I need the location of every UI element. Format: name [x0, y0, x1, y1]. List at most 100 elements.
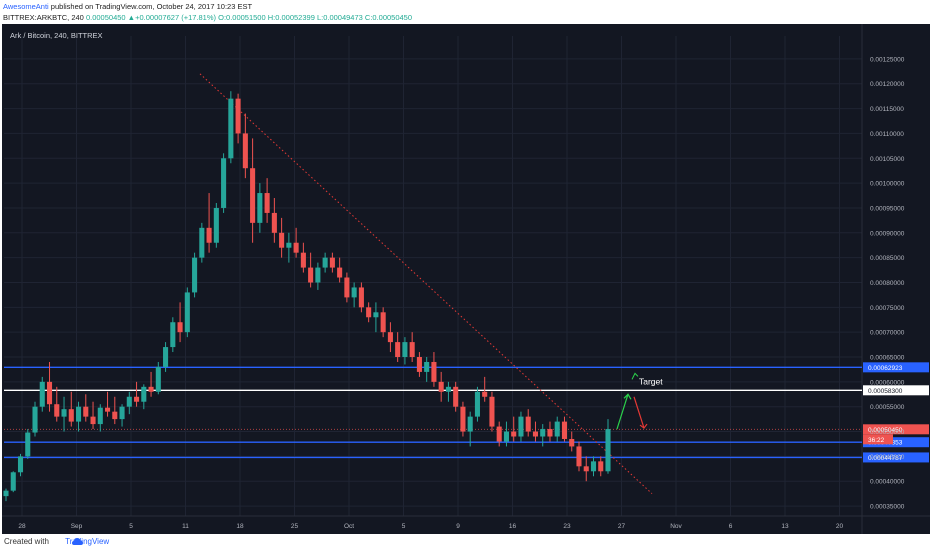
x-tick-label: 6: [729, 523, 733, 530]
candle-body: [300, 252, 306, 268]
candle-body: [39, 381, 45, 407]
candle-body: [337, 267, 343, 278]
candle-body: [141, 386, 147, 402]
candle-body: [235, 98, 241, 134]
candle-body: [547, 429, 553, 437]
small-up-arrow: [631, 372, 639, 380]
x-tick-label: 20: [836, 523, 844, 530]
candle-body: [329, 257, 335, 268]
footer: Created with TradingView: [0, 534, 932, 550]
candle-body: [395, 342, 401, 358]
candle-body: [576, 446, 582, 467]
y-tick-label: 0.00080000: [870, 280, 905, 287]
candle-body: [155, 366, 161, 392]
x-tick-label: 9: [456, 523, 460, 530]
candle-body: [25, 432, 31, 457]
candle-body: [148, 386, 154, 392]
candle-body: [322, 257, 328, 268]
y-tick-label: 0.00055000: [870, 404, 905, 411]
candle-body: [17, 456, 24, 473]
candle-body: [554, 421, 560, 437]
candle-body: [511, 431, 517, 437]
author-link[interactable]: AwesomeAnti: [3, 2, 49, 11]
y-tick-label: 0.00125000: [870, 56, 905, 63]
candle-body: [474, 391, 480, 417]
candle-body: [569, 438, 575, 447]
level-label: 0.00050450: [868, 427, 903, 434]
publish-text: published on TradingView.com, October 24…: [48, 2, 253, 11]
tradingview-cloud-icon: [72, 538, 83, 545]
candle-body: [496, 426, 502, 442]
chart-title: Ark / Bitcoin, 240, BITTREX: [10, 31, 103, 40]
y-tick-label: 0.00090000: [870, 230, 905, 237]
candle-body: [445, 386, 451, 392]
candle-body: [54, 404, 60, 417]
candle-body: [402, 342, 408, 358]
candle-body: [482, 391, 488, 397]
candle-body: [409, 342, 415, 358]
level-label: 0.00044787: [868, 455, 903, 462]
y-tick-label: 0.00115000: [870, 106, 904, 113]
level-label-bg: [863, 385, 929, 396]
candle-body: [380, 312, 386, 333]
horizontal-levels: 0.000629230.000583000.000504500.00047853…: [4, 362, 929, 463]
x-tick-label: 25: [291, 523, 299, 530]
x-tick-label: 11: [182, 523, 189, 530]
candle-body: [257, 193, 263, 223]
candle-body: [518, 416, 524, 437]
candle-body: [90, 416, 96, 425]
candle-body: [228, 98, 234, 159]
candle-body: [61, 409, 67, 417]
candle-body: [387, 332, 393, 343]
y-tick-label: 0.00095000: [870, 205, 905, 212]
candle-body: [177, 322, 183, 333]
level-label: 0.00058300: [868, 388, 903, 395]
candle-body: [315, 267, 321, 283]
candles: [3, 91, 611, 502]
up-arrowhead: [623, 393, 632, 400]
candle-body: [126, 396, 132, 407]
candle-body: [163, 347, 169, 367]
candle-body: [119, 406, 125, 420]
candle-body: [605, 429, 611, 472]
candle-body: [112, 411, 118, 420]
candle-body: [424, 361, 430, 372]
candle-body: [293, 242, 299, 253]
price-axis[interactable]: 0.00125000 0.00120000 0.00115000 0.00110000…: [870, 56, 905, 510]
y-tick-label: 0.00100000: [870, 181, 905, 188]
level-label-bg: [863, 437, 929, 448]
countdown-label: 36:22: [868, 437, 885, 444]
up-projection-arrow: [616, 394, 629, 430]
y-tick-label: 0.00120000: [870, 81, 905, 88]
candle-body: [192, 257, 198, 293]
candle-body: [3, 490, 9, 497]
chart-area[interactable]: Ark / Bitcoin, 240, BITTREX 0.00062923 0.…: [2, 24, 930, 534]
y-tick-label: 0.00075000: [870, 305, 905, 312]
price-change: +0.00007627 (+17.81%): [135, 13, 217, 22]
candle-body: [489, 396, 495, 427]
x-tick-label: Sep: [71, 523, 83, 530]
symbol-label: BITTREX:ARKBTC, 240: [3, 13, 84, 22]
tradingview-link[interactable]: TradingView: [65, 537, 110, 546]
candle-body: [184, 292, 190, 333]
footer-text: Created with TradingView: [4, 537, 109, 546]
candle-body: [75, 406, 82, 422]
candle-body: [46, 381, 53, 405]
candle-body: [431, 361, 437, 382]
x-tick-label: 13: [781, 523, 789, 530]
level-label-bg: [863, 362, 929, 373]
time-axis[interactable]: 28 Sep 5 11 18 25 Oct 5 9 16 23 27 Nov 6 13 20: [18, 523, 843, 530]
target-label: Target: [639, 376, 663, 386]
x-tick-label: Nov: [670, 523, 682, 530]
candle-body: [366, 307, 372, 318]
candle-body: [83, 406, 89, 417]
x-tick-label: 5: [402, 523, 406, 530]
price-chart[interactable]: Ark / Bitcoin, 240, BITTREX 0.000629230.…: [2, 24, 930, 534]
candle-body: [532, 431, 539, 437]
candle-body: [250, 168, 256, 223]
y-tick-label: 0.00085000: [870, 255, 905, 262]
candle-body: [540, 429, 546, 437]
ohlc-values: O:0.00051500 H:0.00052399 L:0.00049473 C…: [218, 13, 413, 22]
trendline-group: [199, 73, 653, 495]
y-tick-label: 0.00035000: [870, 504, 905, 511]
